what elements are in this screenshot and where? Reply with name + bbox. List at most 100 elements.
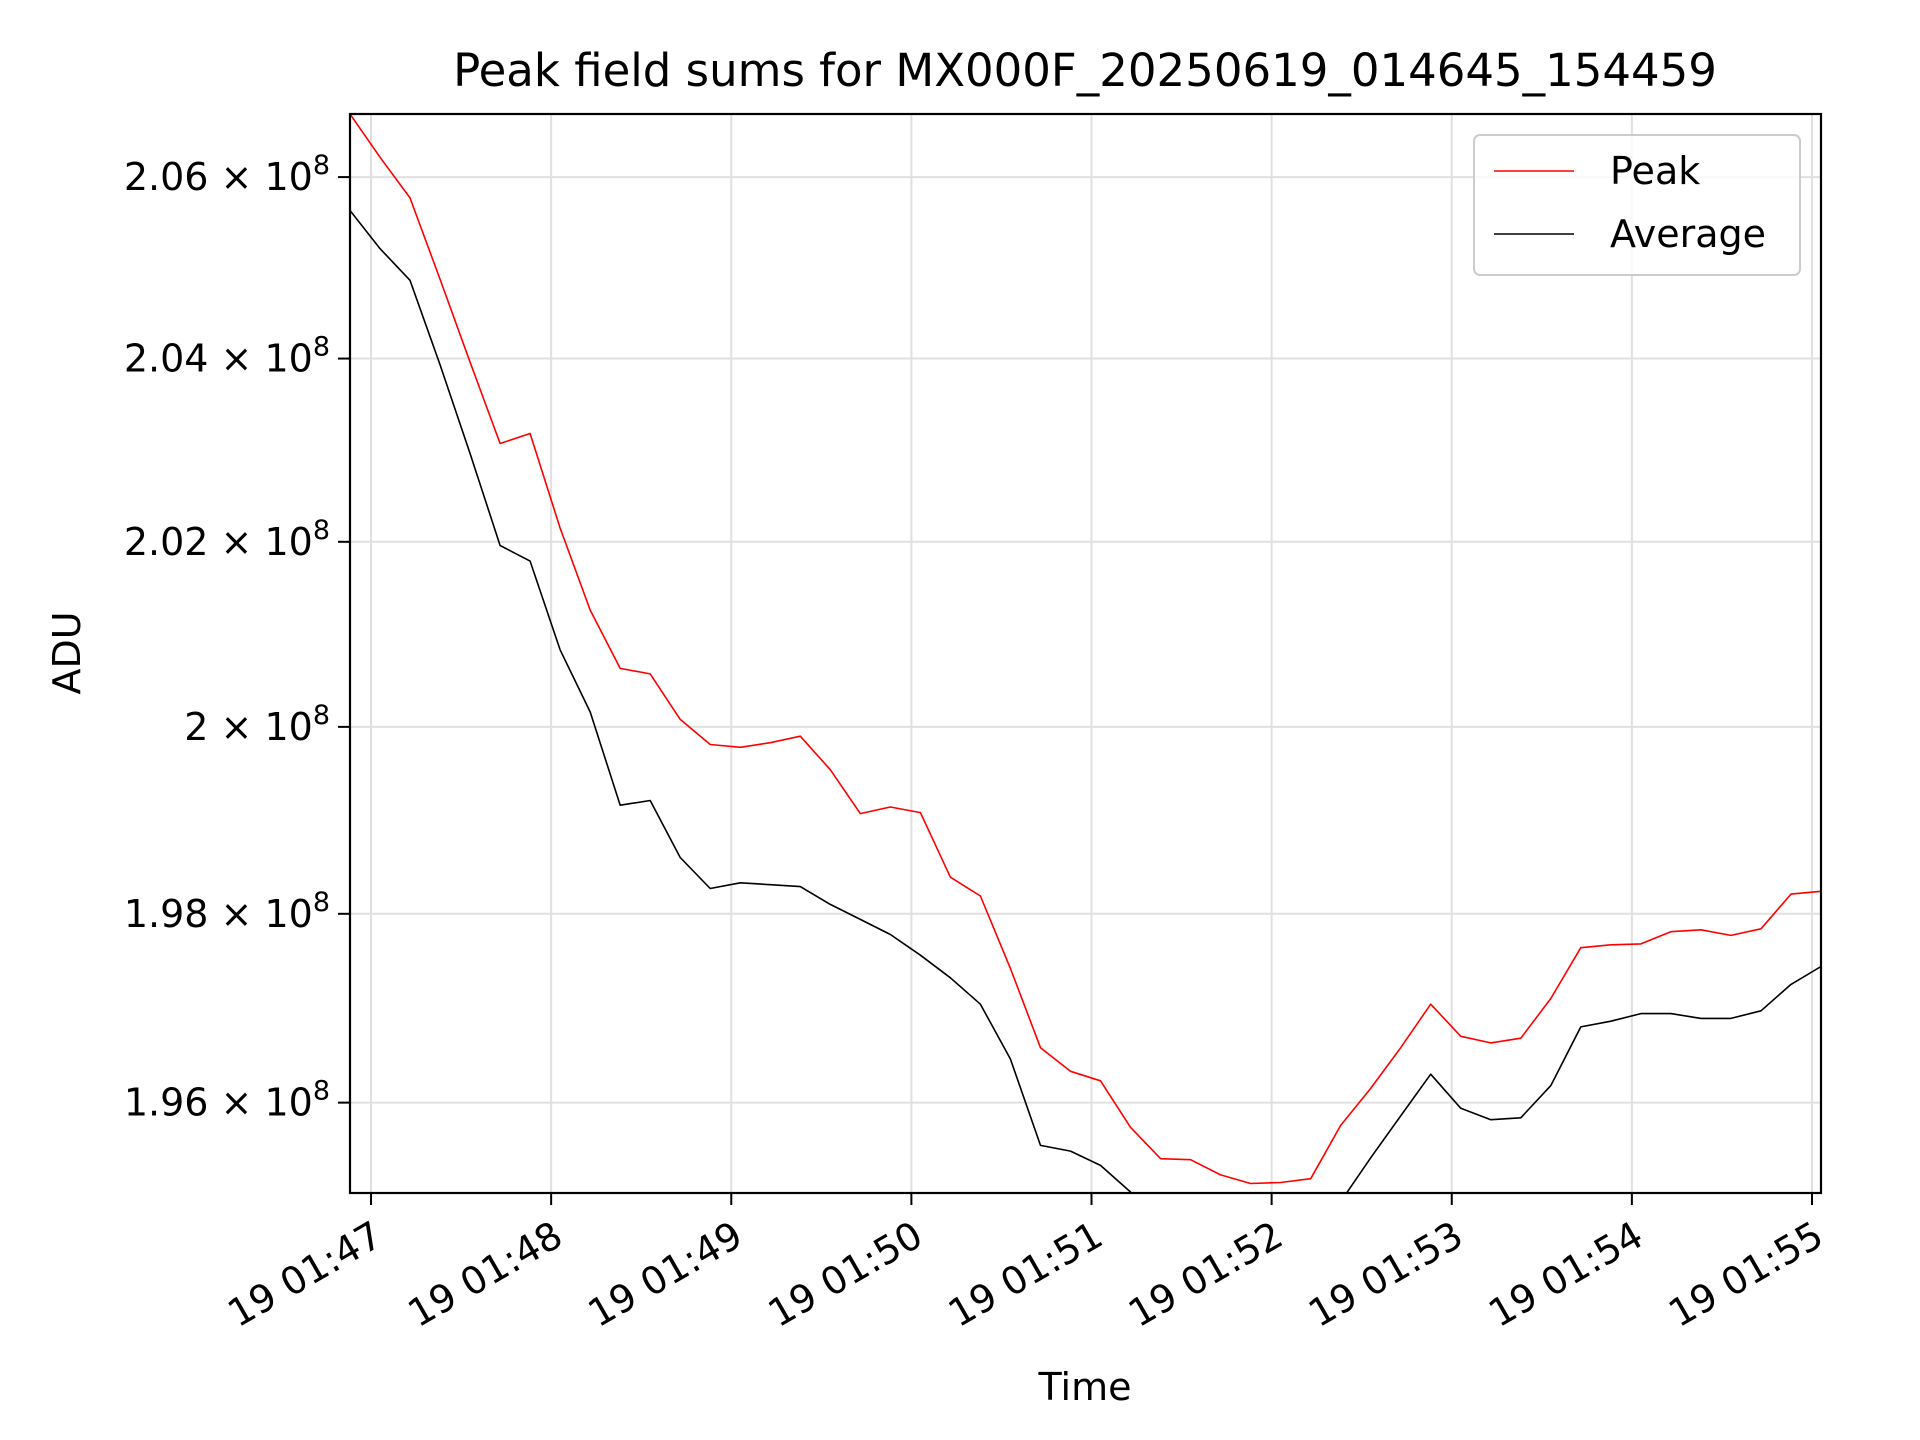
- data-point-peak: [980, 895, 982, 897]
- data-point-peak: [920, 812, 922, 814]
- y-tick-base: 10: [264, 520, 312, 564]
- y-tick-times-sign: ×: [208, 337, 264, 381]
- y-tick-exponent: 8: [313, 150, 330, 181]
- data-point-average: [1730, 1018, 1732, 1020]
- y-axis-label: ADU: [45, 611, 89, 694]
- data-point-peak: [1790, 893, 1792, 895]
- y-tick-base: 10: [264, 155, 312, 199]
- y-tick-exponent: 8: [313, 700, 330, 731]
- data-point-average: [860, 919, 862, 921]
- data-point-peak: [649, 673, 651, 675]
- data-point-peak: [1580, 947, 1582, 949]
- data-point-peak: [709, 744, 711, 746]
- y-tick-base: 10: [264, 337, 312, 381]
- data-point-peak: [1610, 944, 1612, 946]
- data-point-average: [800, 886, 802, 888]
- data-point-average: [1550, 1085, 1552, 1087]
- data-point-average: [1430, 1073, 1432, 1075]
- data-point-average: [1160, 1233, 1162, 1235]
- y-tick-times-sign: ×: [208, 705, 264, 749]
- y-tick-times-sign: ×: [208, 892, 264, 936]
- data-point-peak: [770, 742, 772, 744]
- legend: Peak Average: [1473, 134, 1801, 276]
- data-point-average: [439, 364, 441, 366]
- data-point-average: [890, 934, 892, 936]
- y-tick-label: 1.98 × 108: [124, 887, 330, 936]
- series-line-average: [350, 210, 1821, 1193]
- data-point-average: [649, 800, 651, 802]
- y-tick-label: 2.06 × 108: [124, 150, 330, 199]
- data-point-peak: [1520, 1037, 1522, 1039]
- y-tick-base: 10: [264, 892, 312, 936]
- data-point-average: [1700, 1018, 1702, 1020]
- data-point-average: [1340, 1201, 1342, 1203]
- data-point-average: [1070, 1150, 1072, 1152]
- y-tick-base: 10: [264, 705, 312, 749]
- data-point-peak: [1460, 1036, 1462, 1038]
- y-tick-label: 2.02 × 108: [124, 515, 330, 564]
- series-line-peak: [350, 114, 1821, 1185]
- data-point-average: [1760, 1010, 1762, 1012]
- data-point-peak: [529, 433, 531, 435]
- y-tick-times-sign: ×: [208, 155, 264, 199]
- data-point-average: [1520, 1117, 1522, 1119]
- data-point-peak: [1490, 1042, 1492, 1044]
- data-point-average: [1790, 984, 1792, 986]
- data-point-peak: [379, 156, 381, 158]
- data-point-peak: [1340, 1125, 1342, 1127]
- y-tick-mantissa: 2.02: [124, 520, 209, 564]
- data-point-peak: [1670, 931, 1672, 933]
- y-tick-exponent: 8: [313, 1076, 330, 1107]
- data-point-average: [920, 954, 922, 956]
- data-point-peak: [1400, 1047, 1402, 1049]
- y-tick-exponent: 8: [313, 887, 330, 918]
- data-point-peak: [1010, 968, 1012, 970]
- data-point-average: [1040, 1145, 1042, 1147]
- y-tick-mantissa: 1.96: [124, 1081, 209, 1125]
- data-point-average: [469, 453, 471, 455]
- data-point-peak: [1550, 998, 1552, 1000]
- plot-frame: [348, 112, 1823, 1195]
- data-point-peak: [1640, 943, 1642, 945]
- data-point-average: [379, 248, 381, 250]
- series-lines: [350, 114, 1821, 1235]
- data-point-peak: [890, 806, 892, 808]
- data-point-peak: [589, 609, 591, 611]
- data-point-average: [830, 904, 832, 906]
- data-point-peak: [499, 443, 501, 445]
- y-tick-times-sign: ×: [208, 1081, 264, 1125]
- y-tick-exponent: 8: [313, 515, 330, 546]
- data-point-average: [709, 888, 711, 890]
- data-point-average: [499, 545, 501, 547]
- y-tick-label: 2 × 108: [184, 700, 330, 749]
- data-point-average: [529, 560, 531, 562]
- y-tick-exponent: 8: [313, 332, 330, 363]
- data-point-average: [1400, 1115, 1402, 1117]
- y-tick-base: 10: [264, 1081, 312, 1125]
- data-point-peak: [1100, 1080, 1102, 1082]
- data-point-average: [409, 280, 411, 282]
- y-tick-times-sign: ×: [208, 520, 264, 564]
- data-point-peak: [469, 361, 471, 363]
- y-tick-label: 2.04 × 108: [124, 332, 330, 381]
- data-point-peak: [1040, 1047, 1042, 1049]
- data-point-peak: [439, 279, 441, 281]
- grid: [350, 114, 1821, 1193]
- data-point-peak: [1250, 1183, 1252, 1185]
- data-point-peak: [559, 527, 561, 529]
- data-point-average: [770, 884, 772, 886]
- chart-title: Peak field sums for MX000F_20250619_0146…: [453, 44, 1717, 97]
- data-point-peak: [1220, 1174, 1222, 1176]
- data-point-peak: [1370, 1088, 1372, 1090]
- data-point-average: [1610, 1020, 1612, 1022]
- data-point-average: [1670, 1013, 1672, 1015]
- data-point-peak: [1160, 1158, 1162, 1160]
- y-tick-mantissa: 2: [184, 705, 208, 749]
- data-point-peak: [860, 813, 862, 815]
- data-point-peak: [619, 668, 621, 670]
- data-point-peak: [1280, 1182, 1282, 1184]
- data-point-peak: [409, 197, 411, 199]
- data-point-peak: [950, 876, 952, 878]
